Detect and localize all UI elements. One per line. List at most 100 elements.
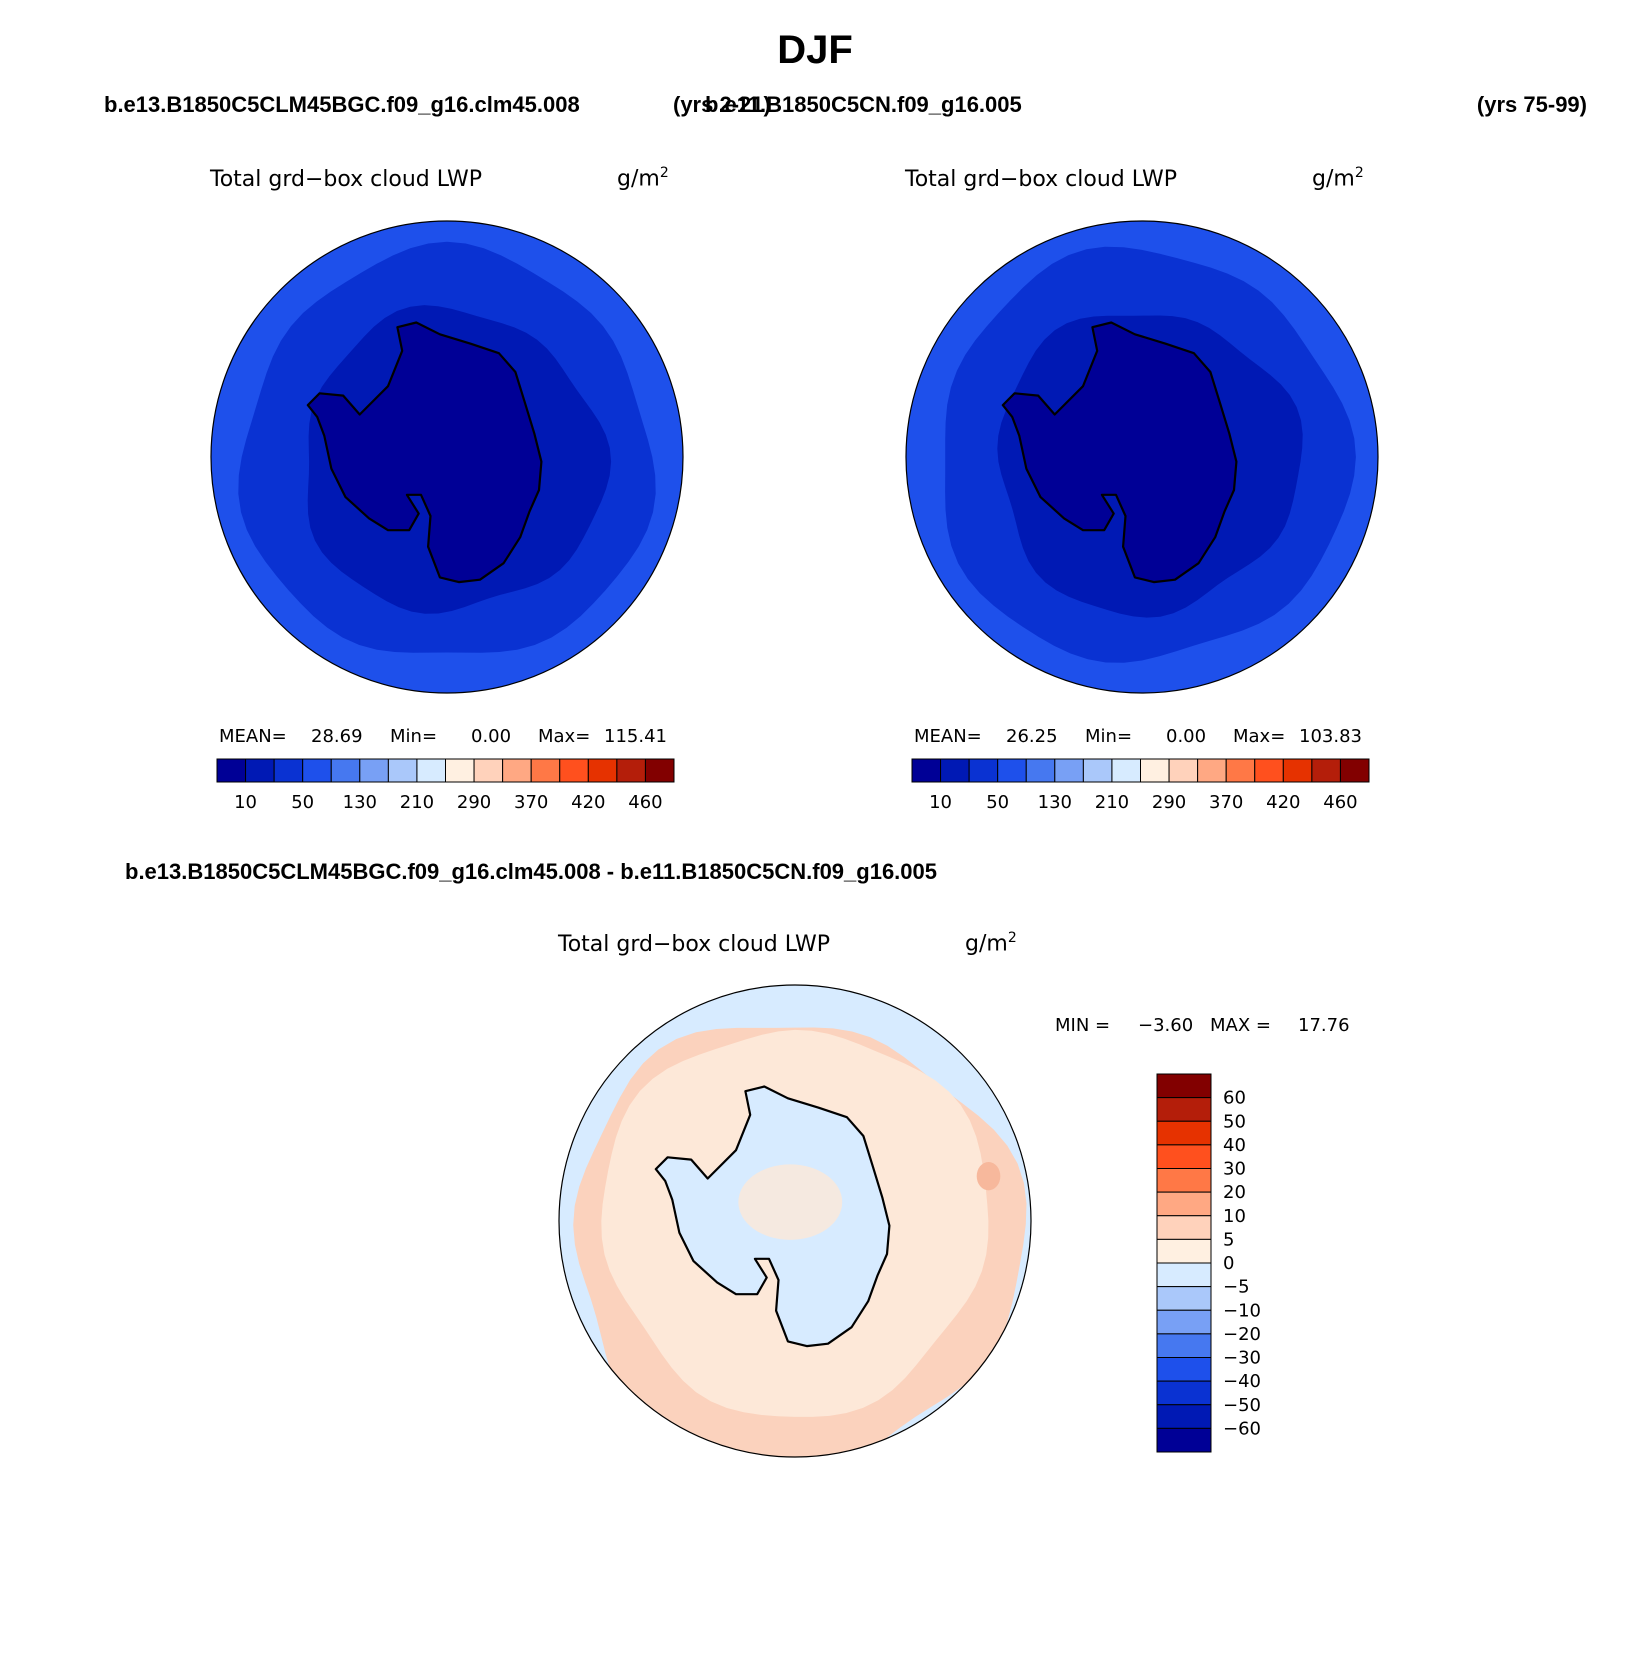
colorbar2-tick-label: −5: [1223, 1277, 1250, 1298]
panel2-mean-label: MEAN=: [914, 726, 982, 747]
map0-field: [211, 221, 683, 693]
colorbar2-tick-label: −20: [1223, 1324, 1261, 1345]
map1-boundary: [905, 220, 1379, 694]
colorbar2-tick-label: 50: [1223, 1111, 1246, 1132]
colorbar2-box: [1156, 1144, 1212, 1169]
map2-contour-spot: [976, 1162, 1001, 1191]
colorbar2-tick-label: 60: [1223, 1088, 1246, 1109]
colorbar2-box: [1156, 1404, 1212, 1429]
case2-label: b.e11.B1850C5CN.f09_g16.005: [705, 92, 1022, 117]
colorbar1-box: [997, 758, 1027, 783]
case1-years: (yrs 2-21): [673, 92, 771, 117]
map1-field: [906, 221, 1378, 693]
map2-coastline: [654, 1085, 891, 1348]
colorbar1-box: [1282, 758, 1313, 783]
map1-contour-core: [1002, 322, 1237, 583]
colorbar2-tick-label: −30: [1223, 1348, 1261, 1369]
map0-coastline: [306, 321, 543, 584]
colorbar2-box: [1156, 1262, 1212, 1288]
panel2-max: 103.83: [1299, 726, 1362, 747]
colorbar0-box: [559, 758, 589, 783]
colorbar1-box: [940, 758, 970, 783]
colorbar0-tick-label: 10: [234, 792, 257, 813]
colorbar1-box: [1140, 758, 1170, 783]
colorbar2-tick-label: −60: [1223, 1418, 1261, 1439]
panel1-max: 115.41: [604, 726, 667, 747]
panel2-units: g/m2: [1312, 165, 1364, 192]
colorbar2-box: [1156, 1427, 1212, 1453]
panel1-min: 0.00: [471, 726, 512, 747]
diff-max: 17.76: [1298, 1015, 1350, 1036]
colorbar1-box: [1082, 758, 1113, 783]
colorbar2-box: [1156, 1215, 1212, 1240]
colorbar1-tick-label: 10: [929, 792, 952, 813]
colorbar1-tick-label: 460: [1323, 792, 1357, 813]
panel2-mean: 26.25: [1006, 726, 1058, 747]
diff-min-label: MIN =: [1055, 1015, 1111, 1036]
colorbar0-box: [302, 758, 332, 783]
colorbar0-box: [387, 758, 418, 783]
colorbar0-box: [216, 758, 247, 783]
colorbar0-tick-label: 460: [628, 792, 662, 813]
colorbar2-tick-label: −40: [1223, 1371, 1261, 1392]
colorbar2-box: [1156, 1238, 1212, 1264]
colorbar2-box: [1156, 1191, 1212, 1217]
colorbar1-box: [1197, 758, 1227, 783]
colorbar1-tick-label: 290: [1152, 792, 1186, 813]
colorbar2-box: [1156, 1120, 1212, 1146]
colorbar2-tick-label: 30: [1223, 1159, 1246, 1180]
colorbar0-tick-label: 50: [291, 792, 314, 813]
colorbar0-box: [245, 758, 275, 783]
colorbar2-box: [1156, 1168, 1212, 1193]
colorbar1-box: [968, 758, 999, 783]
panel1-title: Total grd−box cloud LWP: [210, 167, 482, 192]
colorbar1-box: [1168, 758, 1199, 783]
colorbar2-box: [1156, 1309, 1212, 1335]
case1-label: b.e13.B1850C5CLM45BGC.f09_g16.clm45.008: [104, 92, 580, 117]
colorbar2-tick-label: 40: [1223, 1135, 1246, 1156]
colorbar0-box: [330, 758, 361, 783]
colorbar1-box: [1054, 758, 1084, 783]
colorbar0-box: [273, 758, 304, 783]
map2-field: [559, 985, 1031, 1457]
colorbar2-tick-label: 5: [1223, 1229, 1234, 1250]
map0-contour-core: [307, 322, 542, 583]
colorbar1-box: [1111, 758, 1141, 783]
map2-contour-spot: [738, 1164, 843, 1240]
colorbar1-tick-label: 210: [1095, 792, 1129, 813]
case2-years: (yrs 75-99): [1476, 92, 1587, 117]
colorbar2-tick-label: 20: [1223, 1182, 1246, 1203]
diff-min: −3.60: [1138, 1015, 1194, 1036]
panel1-mean-label: MEAN=: [219, 726, 287, 747]
panel2-title: Total grd−box cloud LWP: [905, 167, 1177, 192]
colorbar1-tick-label: 420: [1266, 792, 1300, 813]
colorbar2-box: [1156, 1380, 1212, 1406]
colorbar0-tick-label: 420: [571, 792, 605, 813]
colorbar0-box: [587, 758, 618, 783]
colorbar0-box: [530, 758, 561, 783]
colorbar2-tick-label: −50: [1223, 1395, 1261, 1416]
panel1-min-label: Min=: [390, 726, 438, 747]
colorbar1-tick-label: 370: [1209, 792, 1243, 813]
diff-title: b.e13.B1850C5CLM45BGC.f09_g16.clm45.008 …: [125, 859, 938, 884]
colorbar1-box: [1025, 758, 1056, 783]
map0-boundary: [210, 220, 684, 694]
panel1-max-label: Max=: [538, 726, 591, 747]
colorbar1-box: [1254, 758, 1284, 783]
colorbar0-tick-label: 290: [457, 792, 491, 813]
colorbar1-tick-label: 50: [986, 792, 1009, 813]
colorbar1-box: [1311, 758, 1341, 783]
colorbar0-tick-label: 210: [400, 792, 434, 813]
map1-coastline: [1001, 321, 1238, 584]
colorbar0-box: [359, 758, 389, 783]
map2-boundary: [558, 984, 1032, 1458]
diff-panel-title: Total grd−box cloud LWP: [558, 932, 830, 957]
colorbar2-tick-label: 10: [1223, 1206, 1246, 1227]
colorbar1-box: [1339, 758, 1370, 783]
colorbar2-box: [1156, 1333, 1212, 1358]
colorbar0-tick-label: 130: [343, 792, 377, 813]
colorbar1-tick-label: 130: [1038, 792, 1072, 813]
colorbar0-box: [473, 758, 504, 783]
panel1-units: g/m2: [617, 165, 669, 192]
